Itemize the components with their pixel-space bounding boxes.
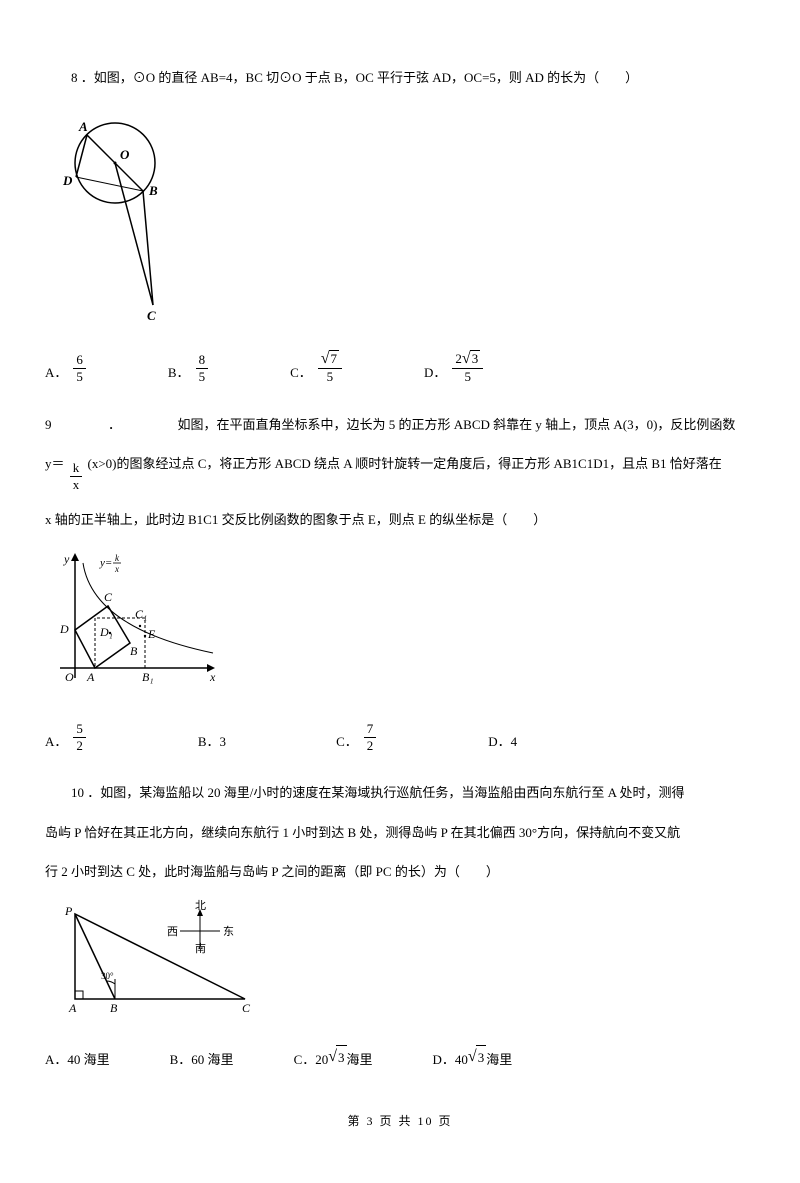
- q10-choices: A．40 海里 B．60 海里 C．20 √3 海里 D．40 √3 海里: [45, 1043, 755, 1072]
- q9-choice-c[interactable]: C． 72: [336, 721, 378, 753]
- q10-choice-a[interactable]: A．40 海里: [45, 1043, 110, 1072]
- svg-text:南: 南: [195, 942, 206, 955]
- svg-text:B₁: B₁: [142, 670, 154, 684]
- svg-text:y: y: [63, 552, 70, 566]
- svg-text:D: D: [62, 173, 73, 188]
- q8-choice-d[interactable]: D． 2√3 5: [424, 349, 485, 385]
- q10-line1: 10 ．如图，某海监船以 20 海里/小时的速度在某海域执行巡航任务，当海监船由…: [45, 781, 755, 804]
- svg-text:30°: 30°: [101, 971, 114, 981]
- q10-line2: 岛屿 P 恰好在其正北方向，继续向东航行 1 小时到达 B 处，测得岛屿 P 在…: [45, 821, 755, 844]
- svg-text:P: P: [64, 904, 73, 918]
- svg-text:C: C: [147, 308, 156, 323]
- q8-choices: A． 65 B． 85 C． √7 5 D． 2√3 5: [45, 349, 755, 385]
- q9-choice-b[interactable]: B．3: [198, 721, 226, 753]
- q10-line3: 行 2 小时到达 C 处，此时海监船与岛屿 P 之间的距离（即 PC 的长）为（…: [45, 860, 755, 883]
- svg-text:C: C: [242, 1001, 251, 1015]
- q9-line1: 9 ． 如图，在平面直角坐标系中，边长为 5 的正方形 ABCD 斜靠在 y 轴…: [45, 413, 755, 436]
- svg-text:x: x: [114, 564, 119, 574]
- q8-choice-b[interactable]: B． 85: [168, 349, 210, 385]
- q10-figure: P A B C 北 西 东 南 30°: [45, 899, 755, 1026]
- q9-choice-d[interactable]: D．4: [488, 721, 517, 753]
- q9-line3: x 轴的正半轴上，此时边 B1C1 交反比例函数的图象于点 E，则点 E 的纵坐…: [45, 508, 755, 531]
- svg-text:E: E: [147, 627, 156, 641]
- svg-text:B: B: [110, 1001, 118, 1015]
- svg-text:C: C: [104, 590, 113, 604]
- svg-text:O: O: [65, 670, 74, 684]
- q8-text: 8 ．如图，⊙O 的直径 AB=4，BC 切⊙O 于点 B，OC 平行于弦 AD…: [45, 66, 755, 89]
- svg-text:C₁: C₁: [135, 607, 147, 621]
- svg-text:D₁: D₁: [99, 625, 113, 639]
- page-footer: 第 3 页 共 10 页: [45, 1111, 755, 1133]
- q10-choice-c[interactable]: C．20 √3 海里: [294, 1043, 373, 1072]
- svg-text:O: O: [120, 147, 130, 162]
- svg-text:x: x: [209, 670, 216, 684]
- q9-figure: y x O A B C D B₁ C₁ D₁ E y= k x: [45, 548, 755, 705]
- svg-text:A: A: [78, 119, 88, 134]
- svg-text:B: B: [148, 183, 158, 198]
- svg-text:A: A: [68, 1001, 77, 1015]
- q10-choice-d[interactable]: D．40 √3 海里: [433, 1043, 513, 1072]
- svg-text:k: k: [115, 553, 120, 563]
- q9-choice-a[interactable]: A． 52: [45, 721, 88, 753]
- svg-text:西: 西: [167, 926, 178, 938]
- q8-choice-a[interactable]: A． 65: [45, 349, 88, 385]
- q10-choice-b[interactable]: B．60 海里: [170, 1043, 234, 1072]
- q9-choices: A． 52 B．3 C． 72 D．4: [45, 721, 755, 753]
- q8-figure: A O B D C: [45, 105, 755, 332]
- svg-text:A: A: [86, 670, 95, 684]
- svg-text:B: B: [130, 644, 138, 658]
- svg-text:D: D: [59, 622, 69, 636]
- q8-choice-c[interactable]: C． √7 5: [290, 349, 344, 385]
- svg-text:北: 北: [195, 899, 206, 912]
- q9-line2: y＝ kx (x>0)的图象经过点 C，将正方形 ABCD 绕点 A 顺时针旋转…: [45, 452, 755, 492]
- svg-text:y=: y=: [99, 557, 112, 569]
- svg-text:东: 东: [223, 925, 234, 938]
